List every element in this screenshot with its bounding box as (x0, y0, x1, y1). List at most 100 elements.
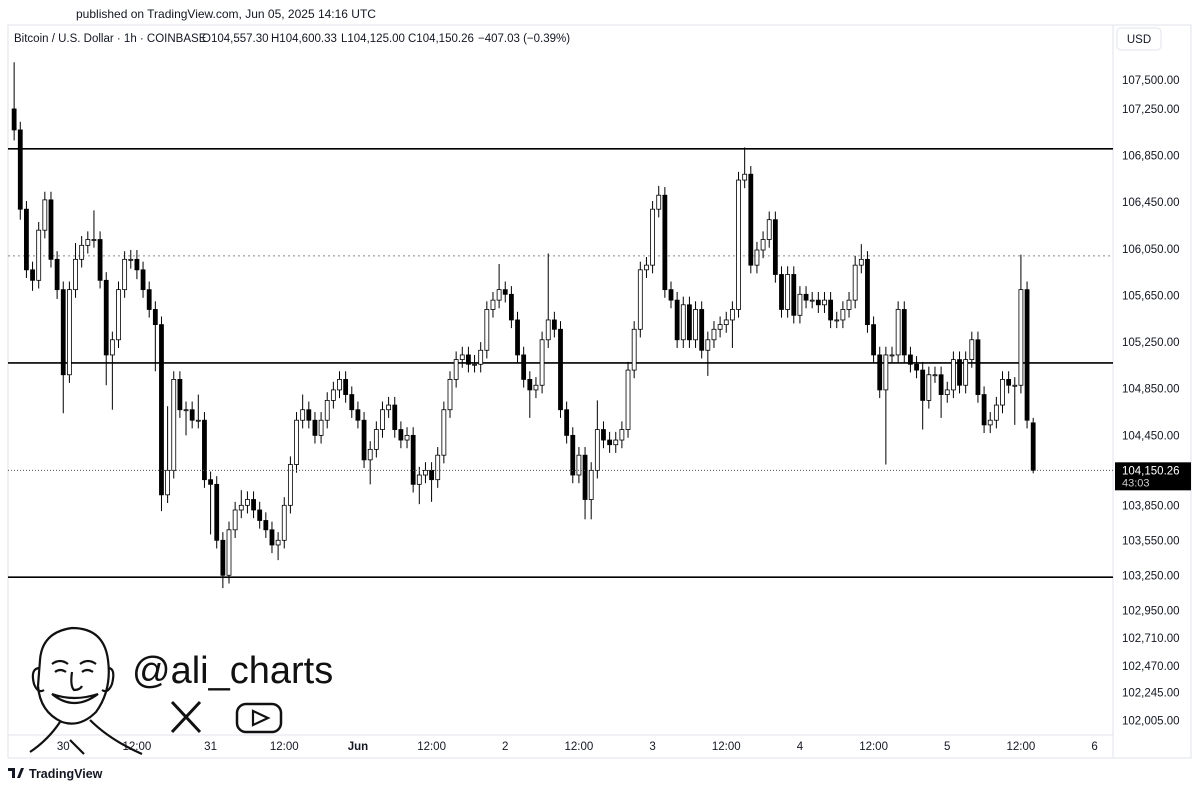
y-tick-label: 102,470.00 (1122, 661, 1180, 673)
candle-body (502, 289, 508, 295)
currency-box[interactable] (1116, 27, 1162, 51)
candle-body (791, 274, 797, 316)
candle-body (490, 299, 496, 310)
candle-body (901, 309, 907, 356)
candle-body (140, 269, 146, 291)
logo-mark (8, 768, 24, 778)
candle-body (981, 394, 987, 426)
candle-body (963, 359, 969, 386)
candle-body (177, 379, 183, 411)
candle-body (281, 504, 287, 541)
countdown: 43:03 (1122, 477, 1150, 489)
plot: 107,500.00 107,250.00 106,850.00 106,450.00… (8, 62, 1191, 753)
y-tick-label: 104,850.00 (1122, 384, 1180, 396)
candle-body (208, 479, 213, 485)
x-tick-label: 3 (649, 741, 655, 753)
candle-body (748, 173, 754, 266)
candle-body (484, 309, 490, 351)
footer-logo: TradingView (8, 767, 103, 781)
candle-body (24, 208, 29, 271)
y-tick-label: 102,005.00 (1122, 715, 1180, 727)
candle-body (576, 454, 582, 476)
y-tick-label: 102,245.00 (1122, 687, 1180, 699)
candle-body (54, 258, 60, 291)
candle-body (30, 269, 35, 281)
candle-body (809, 299, 815, 302)
candle-body (1018, 289, 1024, 386)
candle-body (214, 483, 220, 541)
candle-body (275, 539, 281, 546)
candle-body (171, 379, 177, 471)
candle-body (373, 429, 379, 450)
candle-body (318, 419, 324, 436)
candle-body (189, 409, 195, 421)
candle-body (73, 258, 78, 291)
price-label-box (1115, 462, 1191, 491)
candle-body (693, 309, 698, 341)
candle-body (330, 389, 336, 401)
candle-body (668, 289, 674, 301)
candle-body (803, 293, 809, 301)
candle-body (883, 354, 889, 391)
candle-body (349, 394, 355, 411)
candle-body (404, 434, 410, 441)
candle-body (766, 219, 772, 240)
candle-body (146, 289, 152, 310)
candle-body (834, 319, 840, 322)
candle-body (478, 349, 484, 365)
candle-body (582, 454, 588, 500)
candle-body (969, 339, 975, 360)
candle-body (496, 289, 502, 301)
candle-body (122, 258, 128, 291)
y-tick-label: 106,050.00 (1122, 244, 1180, 256)
candle-body (570, 434, 576, 476)
candle-body (226, 529, 232, 576)
candle-body (429, 469, 434, 481)
candle-body (306, 409, 312, 421)
watermark: @ali_charts (29, 626, 333, 756)
candle-body (631, 328, 637, 371)
candle-body (601, 429, 606, 441)
candle-body (607, 439, 613, 446)
candle-body (435, 454, 441, 481)
candle-body (895, 309, 901, 356)
x-tick-label: 12:00 (565, 741, 594, 753)
x-tick-label: 12:00 (859, 741, 888, 753)
candle-body (183, 409, 189, 412)
candle-body (447, 379, 453, 411)
candle-body (644, 264, 649, 271)
candle-body (754, 249, 760, 266)
candle-body (36, 229, 42, 281)
candle-body (521, 354, 527, 380)
candle-body (594, 429, 600, 471)
candle-body (846, 299, 852, 310)
x-tick-label: 12:00 (123, 741, 152, 753)
candle-body (944, 389, 950, 395)
candle-body (840, 309, 846, 321)
candle-body (938, 374, 944, 395)
y-tick-label: 106,450.00 (1122, 197, 1180, 209)
y-tick-label: 102,710.00 (1122, 633, 1180, 645)
candle-body (398, 429, 404, 441)
candle-body (711, 328, 717, 341)
x-tick-label: 4 (797, 741, 804, 753)
candle-body (238, 504, 244, 511)
candle-body (472, 363, 477, 366)
candle-body (324, 400, 330, 421)
change-label: −407.03 (−0.39%) (478, 33, 570, 45)
candle-body (674, 299, 680, 341)
currency[interactable]: USD (1127, 34, 1151, 46)
candle-body (232, 509, 238, 531)
candle-body (294, 419, 299, 465)
handle: @ali_charts (132, 650, 333, 692)
candle-body (975, 339, 981, 395)
candle-body (871, 324, 876, 356)
candle-body (416, 474, 422, 485)
price-label: 104,150.26 (1122, 465, 1180, 477)
candle-body (957, 359, 962, 386)
candle-body (263, 520, 269, 531)
candle-body (337, 379, 342, 391)
candle-body (742, 173, 748, 181)
candle-body (588, 469, 594, 500)
candle-body (650, 208, 655, 266)
